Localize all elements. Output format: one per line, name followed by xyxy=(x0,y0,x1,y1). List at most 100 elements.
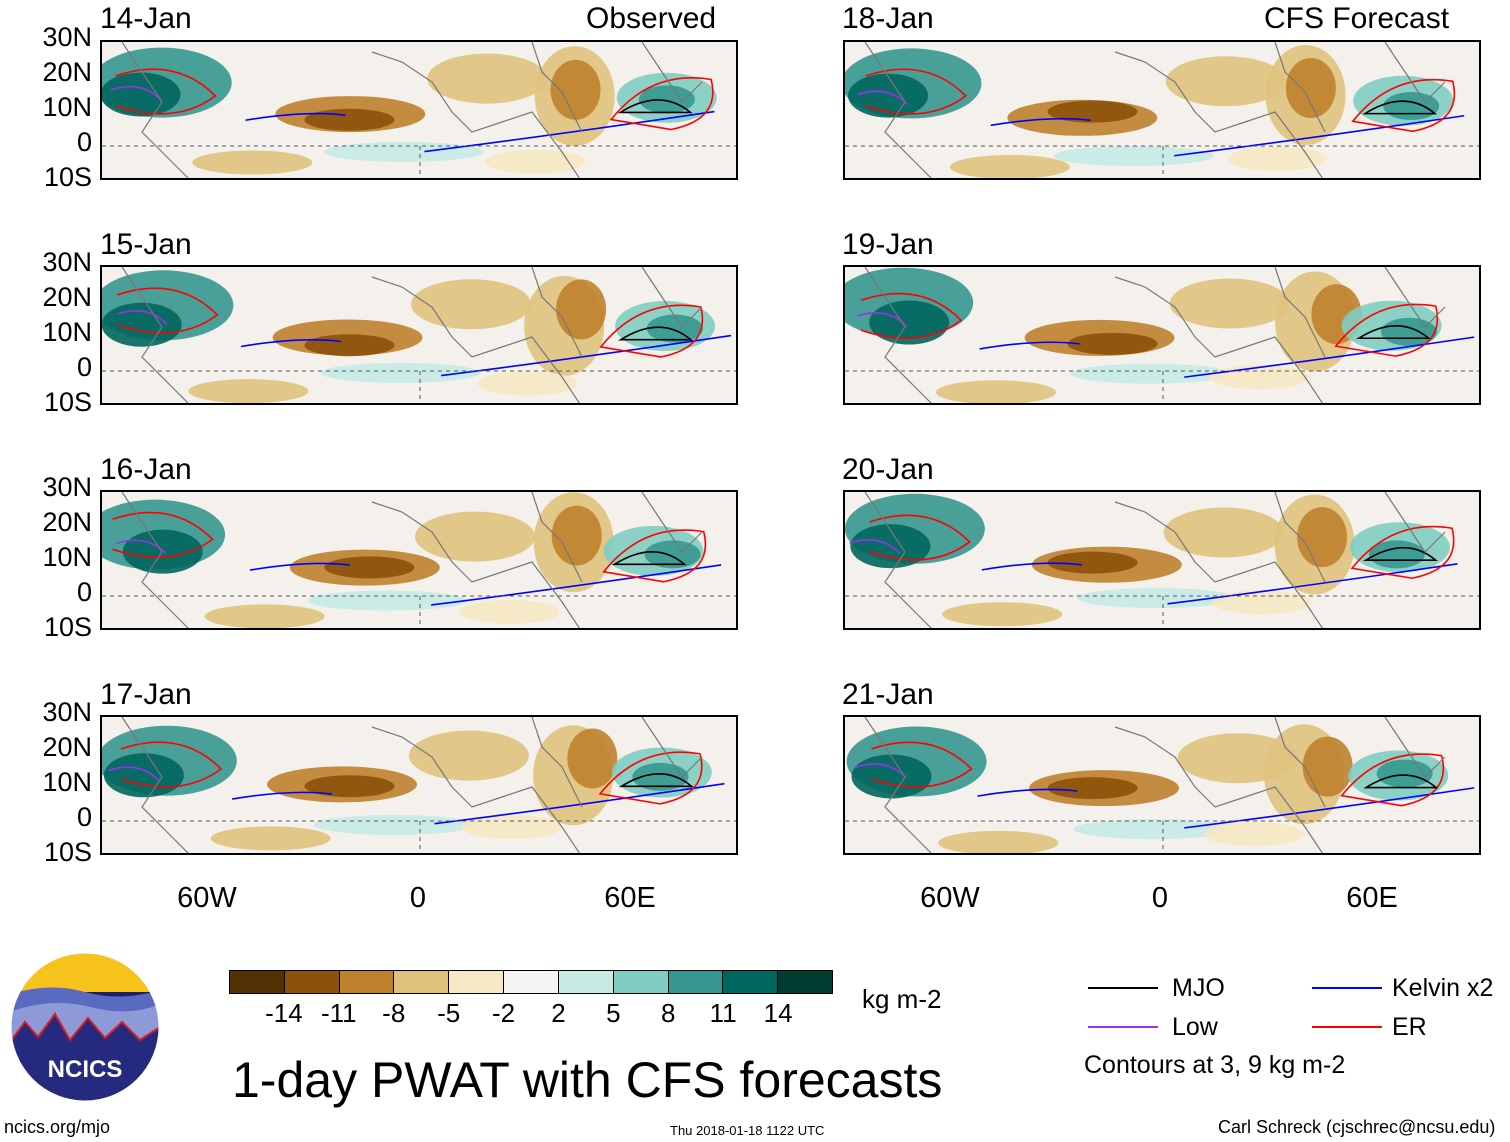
map-panel xyxy=(100,40,738,180)
forecast-label: CFS Forecast xyxy=(1264,2,1450,35)
lat-label: 10S xyxy=(43,837,92,867)
coastline xyxy=(121,492,703,628)
lat-label: 30N xyxy=(42,247,92,277)
contour-line xyxy=(1167,563,1458,605)
anomaly-shading xyxy=(949,154,1070,178)
panel-date-label: 16-Jan xyxy=(100,453,192,486)
contour-line xyxy=(977,788,1078,797)
observed-label: Observed xyxy=(586,2,717,35)
colorbar-swatch xyxy=(668,971,724,993)
anomaly-shading xyxy=(188,379,309,403)
colorbar-tick-label: 2 xyxy=(551,998,566,1028)
contour-line xyxy=(1350,525,1455,580)
contour-line xyxy=(599,304,704,358)
colorbar-tick-label: 11 xyxy=(709,998,737,1028)
contour-line xyxy=(618,773,694,788)
anomaly-shading xyxy=(556,279,607,340)
contour-line xyxy=(602,529,707,583)
colorbar-swatch xyxy=(504,971,559,993)
contour-line xyxy=(856,312,908,327)
contour-line xyxy=(855,763,907,778)
footer-timestamp: Thu 2018-01-18 1122 UTC xyxy=(670,1123,825,1138)
anomaly-shading xyxy=(936,380,1056,403)
colorbar-swatch xyxy=(230,971,285,993)
colorbar-tick-label: -8 xyxy=(382,998,406,1028)
contour-line xyxy=(441,334,732,377)
coastline xyxy=(121,267,703,403)
contour-line xyxy=(849,538,901,554)
anomaly-shading xyxy=(1165,56,1286,107)
contour-line xyxy=(865,68,968,115)
anomaly-shading xyxy=(1209,365,1310,390)
ncics-logo: NCICS xyxy=(10,952,160,1102)
anomaly-shading xyxy=(1297,507,1348,568)
colorbar-units: kg m-2 xyxy=(862,984,942,1014)
figure-title: 1-day PWAT with CFS forecasts xyxy=(232,1052,943,1108)
anomaly-shading xyxy=(1047,100,1138,123)
anomaly-shading xyxy=(320,362,481,383)
contour-line xyxy=(108,766,160,782)
anomaly-shading xyxy=(567,728,618,789)
anomaly-shading xyxy=(1211,590,1312,615)
lat-label: 10S xyxy=(43,387,92,417)
lat-label: 30N xyxy=(42,472,92,502)
anomaly-shading xyxy=(1053,145,1214,166)
map-panel xyxy=(100,490,738,630)
er-legend-line xyxy=(1312,1026,1382,1028)
anomaly-shading xyxy=(459,599,560,624)
contour-line xyxy=(617,326,693,341)
anomaly-shading xyxy=(210,826,331,851)
lon-label: 0 xyxy=(1151,882,1169,914)
panel-date-label: 17-Jan xyxy=(100,678,192,711)
contour-line xyxy=(617,99,693,114)
logo-text: NCICS xyxy=(48,1056,123,1083)
lat-label: 20N xyxy=(42,732,92,762)
map-panel xyxy=(100,265,738,405)
anomaly-shading xyxy=(192,150,313,175)
anomaly-shading xyxy=(307,590,468,611)
lon-label: 60E xyxy=(604,882,656,914)
contour-line xyxy=(249,562,351,571)
lon-label: 60W xyxy=(177,882,237,914)
colorbar-tick-label: 14 xyxy=(763,998,793,1028)
map-panel xyxy=(843,265,1481,405)
anomaly-shading xyxy=(103,753,184,798)
colorbar-tick-label: -11 xyxy=(320,998,357,1028)
anomaly-shading xyxy=(1163,507,1284,558)
footer-author: Carl Schreck (cjschrec@ncsu.edu) xyxy=(1218,1117,1496,1137)
panel-date-label: 20-Jan xyxy=(842,453,934,486)
panel-date-label: 19-Jan xyxy=(842,228,934,261)
contour-line xyxy=(1362,100,1438,115)
colorbar-swatch xyxy=(613,971,669,993)
lat-label: 10S xyxy=(43,612,92,642)
map-panel xyxy=(100,715,738,855)
contour-line xyxy=(1363,774,1439,789)
anomaly-shading xyxy=(204,604,325,628)
contour-line xyxy=(115,68,217,115)
map-panel xyxy=(843,490,1481,630)
er-legend-label: ER xyxy=(1392,1013,1427,1041)
anomaly-shading xyxy=(1169,278,1290,329)
lat-label: 10N xyxy=(42,542,92,572)
lat-label: 0 xyxy=(76,802,92,832)
anomaly-shading xyxy=(1070,363,1231,384)
lat-label: 0 xyxy=(76,352,92,382)
lat-label: 0 xyxy=(76,127,92,157)
coastline xyxy=(864,717,1446,853)
anomaly-shading xyxy=(415,511,536,562)
anomaly-shading xyxy=(1067,332,1158,355)
contour-line xyxy=(990,117,1091,127)
lat-label: 0 xyxy=(76,577,92,607)
colorbar-swatch xyxy=(723,971,779,993)
panel-date-label: 14-Jan xyxy=(100,2,192,35)
anomaly-shading xyxy=(942,602,1063,627)
coastline xyxy=(864,492,1446,628)
anomaly-shading xyxy=(408,730,529,781)
mjo-legend-label: MJO xyxy=(1172,974,1225,1002)
anomaly-shading xyxy=(632,762,689,791)
anomaly-shading xyxy=(869,300,950,345)
coastline xyxy=(864,267,1446,403)
map-panel xyxy=(843,715,1481,855)
anomaly-shading xyxy=(1227,146,1328,171)
colorbar-tick-label: -2 xyxy=(491,998,516,1028)
